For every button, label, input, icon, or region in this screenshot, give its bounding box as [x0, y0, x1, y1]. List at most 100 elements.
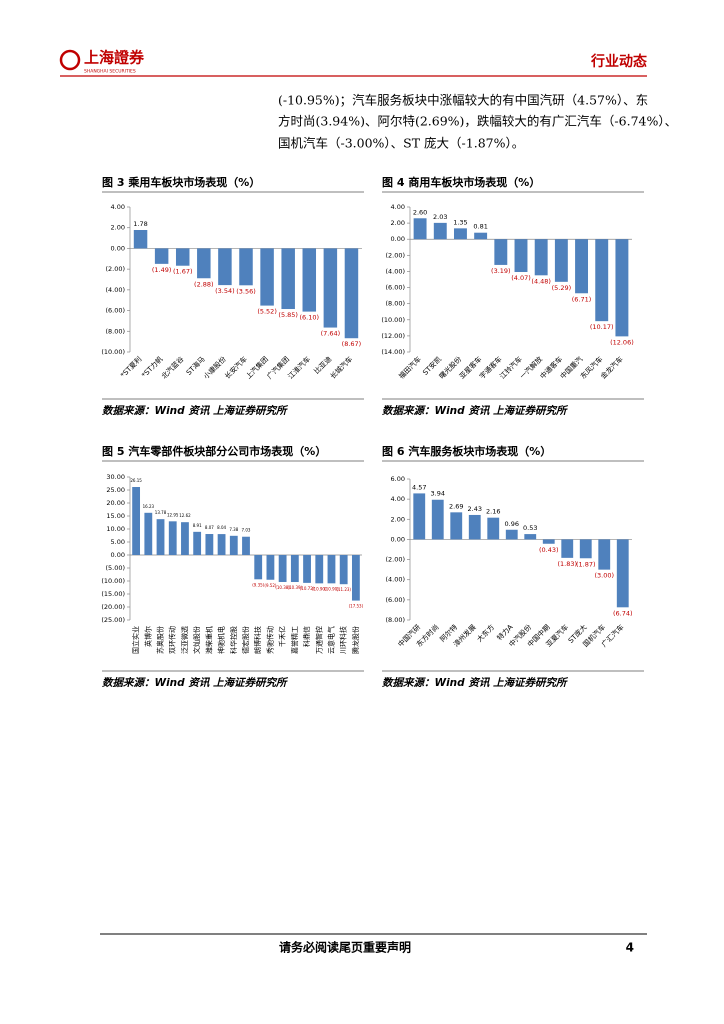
value-label: (1.49)	[152, 266, 172, 274]
value-label: 12.62	[179, 513, 191, 518]
bar	[144, 512, 153, 555]
bar	[453, 228, 467, 240]
value-label: (10.17)	[590, 323, 614, 331]
x-tick-label: 双环传动	[168, 626, 177, 654]
value-label: 12.95	[167, 512, 179, 517]
value-label: (9.52)	[264, 583, 276, 588]
value-label: 1.78	[133, 220, 147, 228]
value-label: (4.07)	[511, 274, 531, 282]
bar	[542, 539, 555, 544]
x-tick-label: 朗博科技	[253, 626, 262, 654]
y-tick-label: 30.00	[106, 473, 125, 481]
chart-source: 数据来源：Wind 资讯 上海证券研究所	[102, 404, 289, 417]
bar	[575, 239, 589, 294]
bar	[303, 555, 311, 583]
bar	[239, 248, 253, 286]
chart-source: 数据来源：Wind 资讯 上海证券研究所	[102, 676, 289, 689]
value-label: 2.03	[433, 213, 447, 221]
y-tick-label: 6.00	[391, 475, 405, 483]
x-tick-label: 科鼎信	[302, 626, 311, 647]
chart-source: 数据来源：Wind 资讯 上海证券研究所	[382, 676, 569, 689]
y-tick-label: (4.00)	[105, 286, 125, 294]
x-tick-label: 德宏股份	[241, 626, 250, 654]
value-label: 0.53	[523, 524, 537, 532]
value-label: (8.67)	[342, 340, 362, 348]
value-label: 1.35	[453, 218, 467, 226]
value-label: (1.67)	[173, 268, 193, 276]
y-tick-label: (20.00)	[101, 603, 125, 611]
bar	[431, 499, 444, 540]
value-label: (6.74)	[613, 609, 633, 617]
bar	[290, 555, 299, 583]
bar	[598, 539, 611, 570]
value-label: 4.57	[412, 483, 426, 491]
bar	[193, 531, 202, 555]
y-tick-label: 0.00	[111, 551, 125, 559]
x-tick-label: 苏奥股份	[156, 626, 165, 654]
bar	[156, 519, 165, 555]
bar	[351, 555, 360, 601]
bar	[487, 517, 500, 540]
y-tick-label: (10.00)	[101, 577, 125, 585]
y-tick-label: (8.00)	[385, 616, 405, 624]
value-label: (10.90)	[324, 586, 339, 591]
logo-icon	[59, 49, 81, 71]
value-label: (3.00)	[594, 572, 614, 580]
y-tick-label: 2.00	[111, 224, 125, 232]
y-tick-label: (4.00)	[385, 267, 405, 275]
x-tick-label: 金龙汽车	[599, 354, 625, 380]
value-label: 16.23	[143, 504, 155, 509]
value-label: 2.69	[449, 502, 463, 510]
y-tick-label: (12.00)	[381, 332, 405, 340]
value-label: (5.29)	[552, 284, 572, 292]
value-label: 7.38	[229, 527, 238, 532]
bar	[494, 239, 508, 265]
x-tick-label: 嘉誉精工	[290, 626, 299, 654]
x-tick-label: 潍柴重机	[204, 626, 213, 654]
y-tick-label: (6.00)	[385, 596, 405, 604]
bar	[181, 522, 189, 555]
bar	[468, 514, 481, 540]
value-label: (3.19)	[491, 267, 511, 275]
value-label: (17.53)	[349, 604, 364, 609]
footer-notice: 请务必阅读尾页重要声明	[279, 940, 411, 955]
bar	[474, 232, 488, 240]
bar	[534, 239, 548, 276]
value-label: 7.03	[242, 528, 251, 533]
y-tick-label: 5.00	[111, 538, 125, 546]
chart-title: 图 3 乘用车板块市场表现（%）	[102, 175, 260, 189]
y-tick-label: 2.00	[391, 515, 405, 523]
value-label: 2.16	[486, 508, 500, 516]
y-tick-label: (6.00)	[385, 284, 405, 292]
value-label: (6.71)	[572, 295, 592, 303]
bar	[413, 493, 426, 540]
paragraph-line: 方时尚(3.94%)、阿尔特(2.69%)，跌幅较大的有广汇汽车（-6.74%）…	[278, 114, 677, 129]
x-tick-label: 英博尔	[143, 626, 152, 647]
section: 行业动态	[590, 53, 647, 70]
y-tick-label: (25.00)	[101, 616, 125, 624]
paragraph-line: 国机汽车（-3.00%）、ST 庞大（-1.87%）。	[278, 136, 524, 151]
value-label: (10.39)	[288, 585, 303, 590]
bar	[197, 248, 211, 279]
bar	[554, 239, 568, 282]
value-label: (2.88)	[194, 280, 214, 288]
value-label: (9.35)	[252, 582, 264, 587]
page-number: 4	[626, 941, 634, 955]
x-tick-label: 文灿股份	[192, 626, 201, 654]
chart-title: 图 5 汽车零部件板块部分公司市场表现（%）	[102, 444, 326, 458]
y-tick-label: (2.00)	[105, 265, 125, 273]
y-tick-label: (15.00)	[101, 590, 125, 598]
bar	[561, 539, 574, 558]
bar	[175, 248, 190, 266]
value-label: 13.78	[155, 510, 167, 515]
x-tick-label: 秀驰传动	[265, 626, 274, 654]
value-label: (0.43)	[539, 546, 559, 554]
y-tick-label: (10.00)	[101, 348, 125, 356]
bar	[205, 534, 214, 555]
logo-cn: 上海證券	[84, 49, 145, 67]
value-label: 0.96	[505, 520, 519, 528]
x-tick-label: 川环科技	[339, 626, 348, 654]
bar	[242, 536, 250, 555]
bar	[323, 248, 338, 328]
